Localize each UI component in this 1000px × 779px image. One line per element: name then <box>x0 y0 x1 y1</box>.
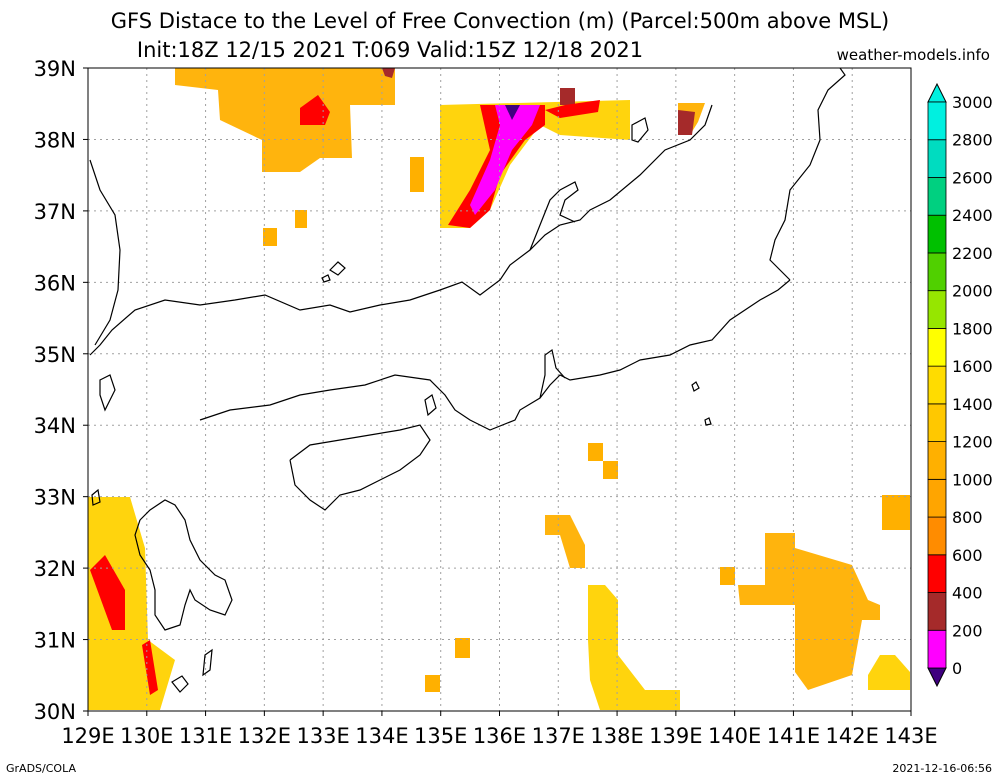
software-credit: GrADS/COLA <box>6 762 76 775</box>
colorbar-label: 200 <box>952 621 983 640</box>
lat-label: 31N <box>34 629 76 653</box>
lon-label: 138E <box>590 724 643 748</box>
colorbar-swatch <box>927 101 947 141</box>
lat-label: 33N <box>34 486 76 510</box>
lon-label: 140E <box>708 724 761 748</box>
lfc-field <box>88 68 910 710</box>
lon-label: 133E <box>296 724 349 748</box>
colorbar-label: 1600 <box>952 357 993 376</box>
colorbar-label: 2600 <box>952 168 993 187</box>
colorbar-swatch <box>927 554 947 593</box>
colorbar-label: 1800 <box>952 319 993 338</box>
colorbar-swatch <box>927 365 947 405</box>
lfc-patch <box>588 585 680 710</box>
lon-label: 139E <box>649 724 702 748</box>
lfc-cell <box>560 88 575 105</box>
lon-label: 132E <box>238 724 291 748</box>
lfc-cell <box>410 157 424 192</box>
timestamp: 2021-12-16-06:56 <box>892 762 992 775</box>
lfc-patch <box>175 68 395 172</box>
lfc-cell <box>678 110 695 135</box>
map-title: GFS Distace to the Level of Free Convect… <box>110 9 890 33</box>
lon-label: 134E <box>355 724 408 748</box>
lfc-cell <box>505 105 520 120</box>
lat-label: 34N <box>34 414 76 438</box>
colorbar-label: 2800 <box>952 131 993 150</box>
colorbar-label: 2000 <box>952 282 993 301</box>
lon-label: 141E <box>767 724 820 748</box>
colorbar: 3000280026002400220020001800160014001200… <box>927 82 993 688</box>
colorbar-swatch <box>927 403 947 443</box>
lat-label: 30N <box>34 700 76 724</box>
colorbar-swatch <box>927 441 947 480</box>
colorbar-swatch <box>927 516 947 556</box>
lfc-patch <box>868 655 910 690</box>
lfc-cell <box>295 210 307 228</box>
lon-label: 129E <box>61 724 114 748</box>
colorbar-bottom-arrow <box>927 667 947 688</box>
lon-label: 130E <box>120 724 173 748</box>
lfc-cell <box>90 555 125 630</box>
colorbar-swatch <box>927 177 947 216</box>
colorbar-swatch <box>927 629 947 669</box>
colorbar-swatch <box>927 290 947 329</box>
colorbar-label: 400 <box>952 584 983 603</box>
colorbar-label: 1400 <box>952 395 993 414</box>
lon-label: 142E <box>826 724 879 748</box>
lfc-cell <box>588 443 603 461</box>
lat-label: 37N <box>34 200 76 224</box>
colorbar-label: 600 <box>952 546 983 565</box>
lfc-cell <box>545 100 600 118</box>
coastlines <box>89 67 846 693</box>
lon-label: 143E <box>884 724 937 748</box>
lon-label: 131E <box>179 724 232 748</box>
colorbar-swatch <box>927 478 947 518</box>
map-subtitle: Init:18Z 12/15 2021 T:069 Valid:15Z 12/1… <box>136 38 644 62</box>
colorbar-swatch <box>927 139 947 178</box>
colorbar-label: 800 <box>952 508 983 527</box>
lat-label: 38N <box>34 128 76 152</box>
lfc-cell <box>142 640 158 695</box>
lfc-cell <box>425 675 440 692</box>
lfc-patch <box>738 533 880 690</box>
lon-label: 136E <box>473 724 526 748</box>
lfc-patch <box>88 497 175 710</box>
lat-label: 32N <box>34 557 76 581</box>
lon-label: 135E <box>414 724 467 748</box>
map-axes: 129E 130E 131E 132E 133E 134E 135E 136E 137E 138E… <box>34 57 938 748</box>
colorbar-swatch <box>927 214 947 254</box>
colorbar-top-arrow <box>927 82 947 103</box>
lon-label: 137E <box>532 724 585 748</box>
colorbar-swatch <box>927 592 947 631</box>
colorbar-swatch <box>927 327 947 367</box>
lfc-cell <box>470 105 540 215</box>
colorbar-label: 1000 <box>952 470 993 489</box>
colorbar-label: 1200 <box>952 433 993 452</box>
lfc-cell <box>263 228 277 246</box>
colorbar-label: 2200 <box>952 244 993 263</box>
lfc-cell <box>720 567 735 585</box>
site-credit: weather-models.info <box>836 46 990 64</box>
lfc-cell <box>455 638 470 658</box>
lfc-cell <box>885 512 897 530</box>
colorbar-label: 0 <box>952 659 962 678</box>
lat-label: 35N <box>34 343 76 367</box>
lfc-cell <box>300 95 330 125</box>
lat-label: 39N <box>34 57 76 81</box>
colorbar-label: 3000 <box>952 93 993 112</box>
lfc-cell <box>603 461 618 479</box>
colorbar-swatch <box>927 252 947 292</box>
lfc-patch <box>545 515 585 568</box>
lat-label: 36N <box>34 271 76 295</box>
colorbar-label: 2400 <box>952 206 993 225</box>
map-grid <box>88 68 911 711</box>
lfc-cell <box>382 68 395 78</box>
